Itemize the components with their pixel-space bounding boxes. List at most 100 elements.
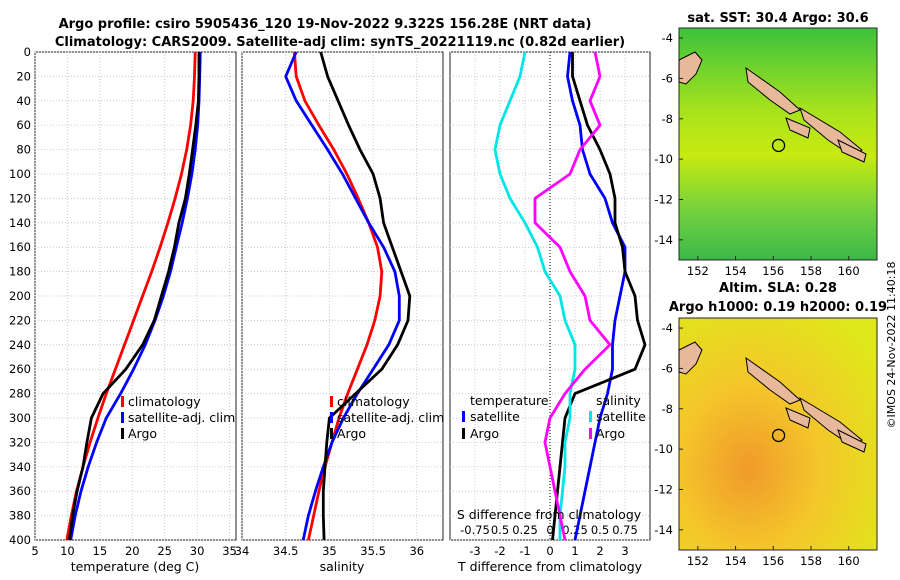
x-tick-label: 1 <box>571 544 578 558</box>
legend-argo: Argo <box>337 426 366 441</box>
y-tick-label: 120 <box>9 191 31 205</box>
temperature-legend: climatology satellite-adj. clim Argo <box>121 394 235 441</box>
temperature-lines <box>65 51 202 541</box>
y-tick-label: 240 <box>9 338 31 352</box>
land-mass <box>678 51 703 85</box>
series-line <box>319 51 412 541</box>
title-line-1: Argo profile: csiro 5905436_120 19-Nov-2… <box>59 17 592 32</box>
land-mass <box>837 429 867 453</box>
map-x-tick-label: 154 <box>725 264 747 278</box>
legend-t-argo: Argo <box>470 426 499 441</box>
sla-land <box>678 341 867 453</box>
map-x-tick-label: 156 <box>762 554 784 568</box>
map-x-tick-label: 152 <box>687 554 709 568</box>
legend-swatch-argo <box>330 428 333 439</box>
difference-xlabel: T difference from climatology <box>457 559 643 574</box>
map-x-tick-label: 154 <box>725 554 747 568</box>
legend-swatch-climatology <box>330 396 333 407</box>
s-tick-label: 0.25 <box>562 523 588 537</box>
land-mass <box>785 117 811 139</box>
temperature-x-ticks: 5 10 15 20 25 30 35 <box>31 544 237 558</box>
y-tick-label: 280 <box>9 387 31 401</box>
map-y-tick-label: -12 <box>654 192 673 206</box>
y-tick-label: 180 <box>9 265 31 279</box>
y-tick-label: 0 <box>24 45 31 59</box>
legend-t-header: temperature <box>470 393 549 408</box>
land-mass <box>745 66 801 115</box>
map-x-tick-label: 156 <box>762 264 784 278</box>
y-tick-label: 220 <box>9 313 31 327</box>
y-tick-label: 320 <box>9 435 31 449</box>
map-x-tick-label: 158 <box>800 264 822 278</box>
sla-map-title: Altim. SLA: 0.28 <box>719 281 837 296</box>
temperature-grid <box>34 51 236 541</box>
sla-map-ticks: 152 154 156 158 160 -4 -6 -8 -10 -12 -14 <box>654 321 859 568</box>
x-tick-label: 3 <box>621 544 628 558</box>
sla-map: Altim. SLA: 0.28 Argo h1000: 0.19 h2000:… <box>654 281 887 568</box>
x-tick-label: 10 <box>60 544 75 558</box>
difference-xlabel-top: S difference from climatology <box>457 507 642 522</box>
map-x-tick-label: 152 <box>687 264 709 278</box>
difference-panel: -3 -2 -1 0 1 2 3 -0.75 0.5 0.25 0 0.25 0.5 0.75 T di… <box>449 51 651 574</box>
legend-s-argo: Argo <box>596 426 625 441</box>
salinity-x-ticks: 34 34.5 35 35.5 36 <box>235 544 424 558</box>
legend-climatology: climatology <box>337 394 410 409</box>
x-tick-label: 0 <box>546 544 553 558</box>
salinity-xlabel: salinity <box>320 559 365 574</box>
s-tick-label: 0 <box>546 523 553 537</box>
x-tick-label: 35 <box>222 544 237 558</box>
series-line <box>493 51 577 540</box>
y-tick-label: 340 <box>9 460 31 474</box>
map-y-tick-label: -4 <box>662 321 673 335</box>
map-y-tick-label: -8 <box>662 402 673 416</box>
title-line-2: Climatology: CARS2009. Satellite-adj cli… <box>55 35 625 50</box>
sst-map: sat. SST: 30.4 Argo: 30.6 152 154 156 158 16… <box>654 11 878 278</box>
y-tick-label: 200 <box>9 289 31 303</box>
s-tick-label: 0.75 <box>612 523 638 537</box>
x-tick-label: 35 <box>322 544 337 558</box>
y-tick-label: 400 <box>9 533 31 547</box>
sst-map-ticks: 152 154 156 158 160 -4 -6 -8 -10 -12 -14 <box>654 31 859 278</box>
legend-s-header: salinity <box>596 393 641 408</box>
legend-swatch-s-satellite <box>589 411 592 422</box>
difference-x-ticks: -3 -2 -1 0 1 2 3 <box>469 544 628 558</box>
salinity-lines <box>284 51 412 541</box>
legend-argo: Argo <box>128 426 157 441</box>
s-tick-label: 0.25 <box>512 523 538 537</box>
x-tick-label: 34.5 <box>273 544 299 558</box>
x-tick-label: 35.5 <box>360 544 386 558</box>
legend-s-satellite: satellite <box>596 409 646 424</box>
x-tick-label: 36 <box>409 544 424 558</box>
difference-lines <box>493 51 647 541</box>
legend-climatology: climatology <box>128 394 201 409</box>
series-line <box>69 51 202 541</box>
land-mass <box>837 139 867 163</box>
map-y-tick-label: -6 <box>662 361 673 375</box>
land-mass <box>678 341 703 375</box>
legend-swatch-t-argo <box>462 428 465 439</box>
legend-swatch-t-satellite <box>462 411 465 422</box>
sst-map-title: sat. SST: 30.4 Argo: 30.6 <box>687 11 868 26</box>
map-y-tick-label: -14 <box>654 523 673 537</box>
temperature-y-ticks: 0 20 40 60 80 100 120 140 160 180 200 220 240 260 280 3… <box>9 45 31 547</box>
y-tick-label: 160 <box>9 240 31 254</box>
y-tick-label: 300 <box>9 411 31 425</box>
series-line <box>566 51 627 541</box>
x-tick-label: 30 <box>190 544 205 558</box>
float-marker <box>771 138 786 153</box>
y-tick-label: 360 <box>9 484 31 498</box>
map-x-tick-label: 158 <box>800 554 822 568</box>
salinity-grid <box>241 51 443 541</box>
salinity-panel: 34 34.5 35 35.5 36 salinity climatology sate… <box>235 51 444 574</box>
x-tick-label: 20 <box>125 544 140 558</box>
x-tick-label: 25 <box>157 544 172 558</box>
map-y-tick-label: -8 <box>662 112 673 126</box>
x-tick-label: 15 <box>93 544 108 558</box>
salinity-legend: climatology satellite-adj. clim Argo <box>330 394 444 441</box>
series-line <box>533 51 612 541</box>
s-tick-label: 0.5 <box>591 523 609 537</box>
temperature-xlabel: temperature (deg C) <box>71 559 200 574</box>
y-tick-label: 260 <box>9 362 31 376</box>
x-tick-label: 2 <box>596 544 603 558</box>
